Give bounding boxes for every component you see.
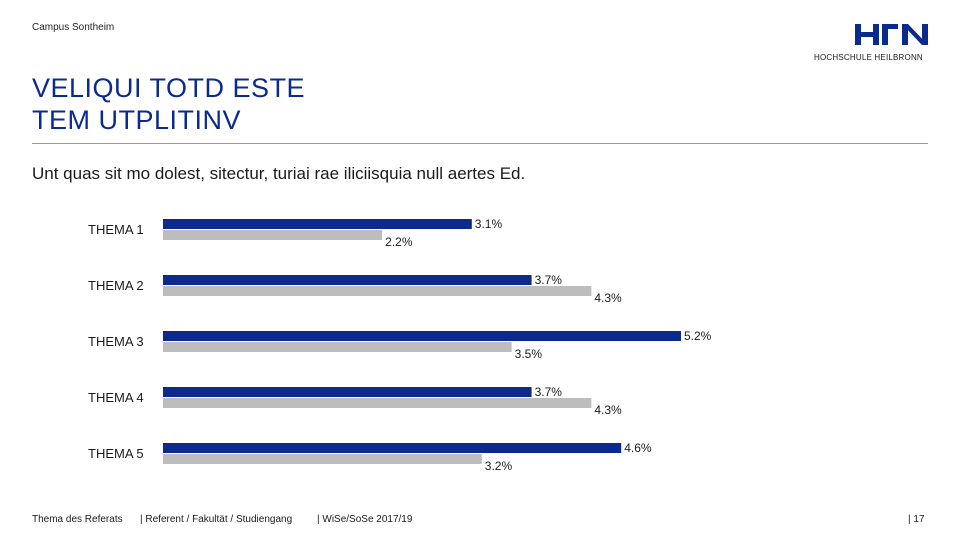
bar-series-2 <box>163 286 592 296</box>
category-label: THEMA 3 <box>88 334 144 349</box>
data-label-series-2: 3.2% <box>485 459 513 473</box>
title-line-1: VELIQUI TOTD ESTE <box>32 73 306 103</box>
data-label-series-1: 3.7% <box>535 273 563 287</box>
bar-series-2 <box>163 230 383 240</box>
data-label-series-1: 3.1% <box>475 217 503 231</box>
slide-subtitle: Unt quas sit mo dolest, sitectur, turiai… <box>32 164 526 183</box>
title-divider <box>32 143 928 144</box>
category-label: THEMA 1 <box>88 222 144 237</box>
bar-chart: THEMA 1 3.1% 2.2% THEMA 2 3.7% 4.3% THEMA 3 5.2… <box>88 217 712 473</box>
bar-series-1 <box>163 331 681 341</box>
logo-subtext: HOCHSCHULE HEILBRONN <box>814 53 923 62</box>
footer-presenter: | Referent / Fakultät / Studiengang <box>140 514 293 525</box>
data-label-series-2: 4.3% <box>594 291 622 305</box>
hhn-logo: HOCHSCHULE HEILBRONN <box>814 22 932 64</box>
footer-topic: Thema des Referats <box>32 514 123 525</box>
footer-page-number: | 17 <box>908 514 925 525</box>
data-label-series-2: 3.5% <box>515 347 543 361</box>
data-label-series-2: 4.3% <box>594 403 622 417</box>
bar-series-2 <box>163 454 482 464</box>
title-line-2: TEM UTPLITINV <box>32 105 242 135</box>
data-label-series-1: 3.7% <box>535 385 563 399</box>
bar-series-1 <box>163 219 472 229</box>
data-label-series-2: 2.2% <box>385 235 413 249</box>
data-label-series-1: 5.2% <box>684 329 712 343</box>
footer-semester: | WiSe/SoSe 2017/19 <box>317 514 413 525</box>
category-label: THEMA 5 <box>88 446 144 461</box>
data-label-series-1: 4.6% <box>624 441 652 455</box>
campus-label: Campus Sontheim <box>32 22 115 33</box>
hhn-logo-mark <box>855 24 928 45</box>
category-label: THEMA 4 <box>88 390 144 405</box>
category-label: THEMA 2 <box>88 278 144 293</box>
page-title: VELIQUI TOTD ESTE TEM UTPLITINV <box>32 72 305 136</box>
bar-series-2 <box>163 398 592 408</box>
bar-series-1 <box>163 275 532 285</box>
bar-series-2 <box>163 342 512 352</box>
bar-series-1 <box>163 443 622 453</box>
bar-series-1 <box>163 387 532 397</box>
